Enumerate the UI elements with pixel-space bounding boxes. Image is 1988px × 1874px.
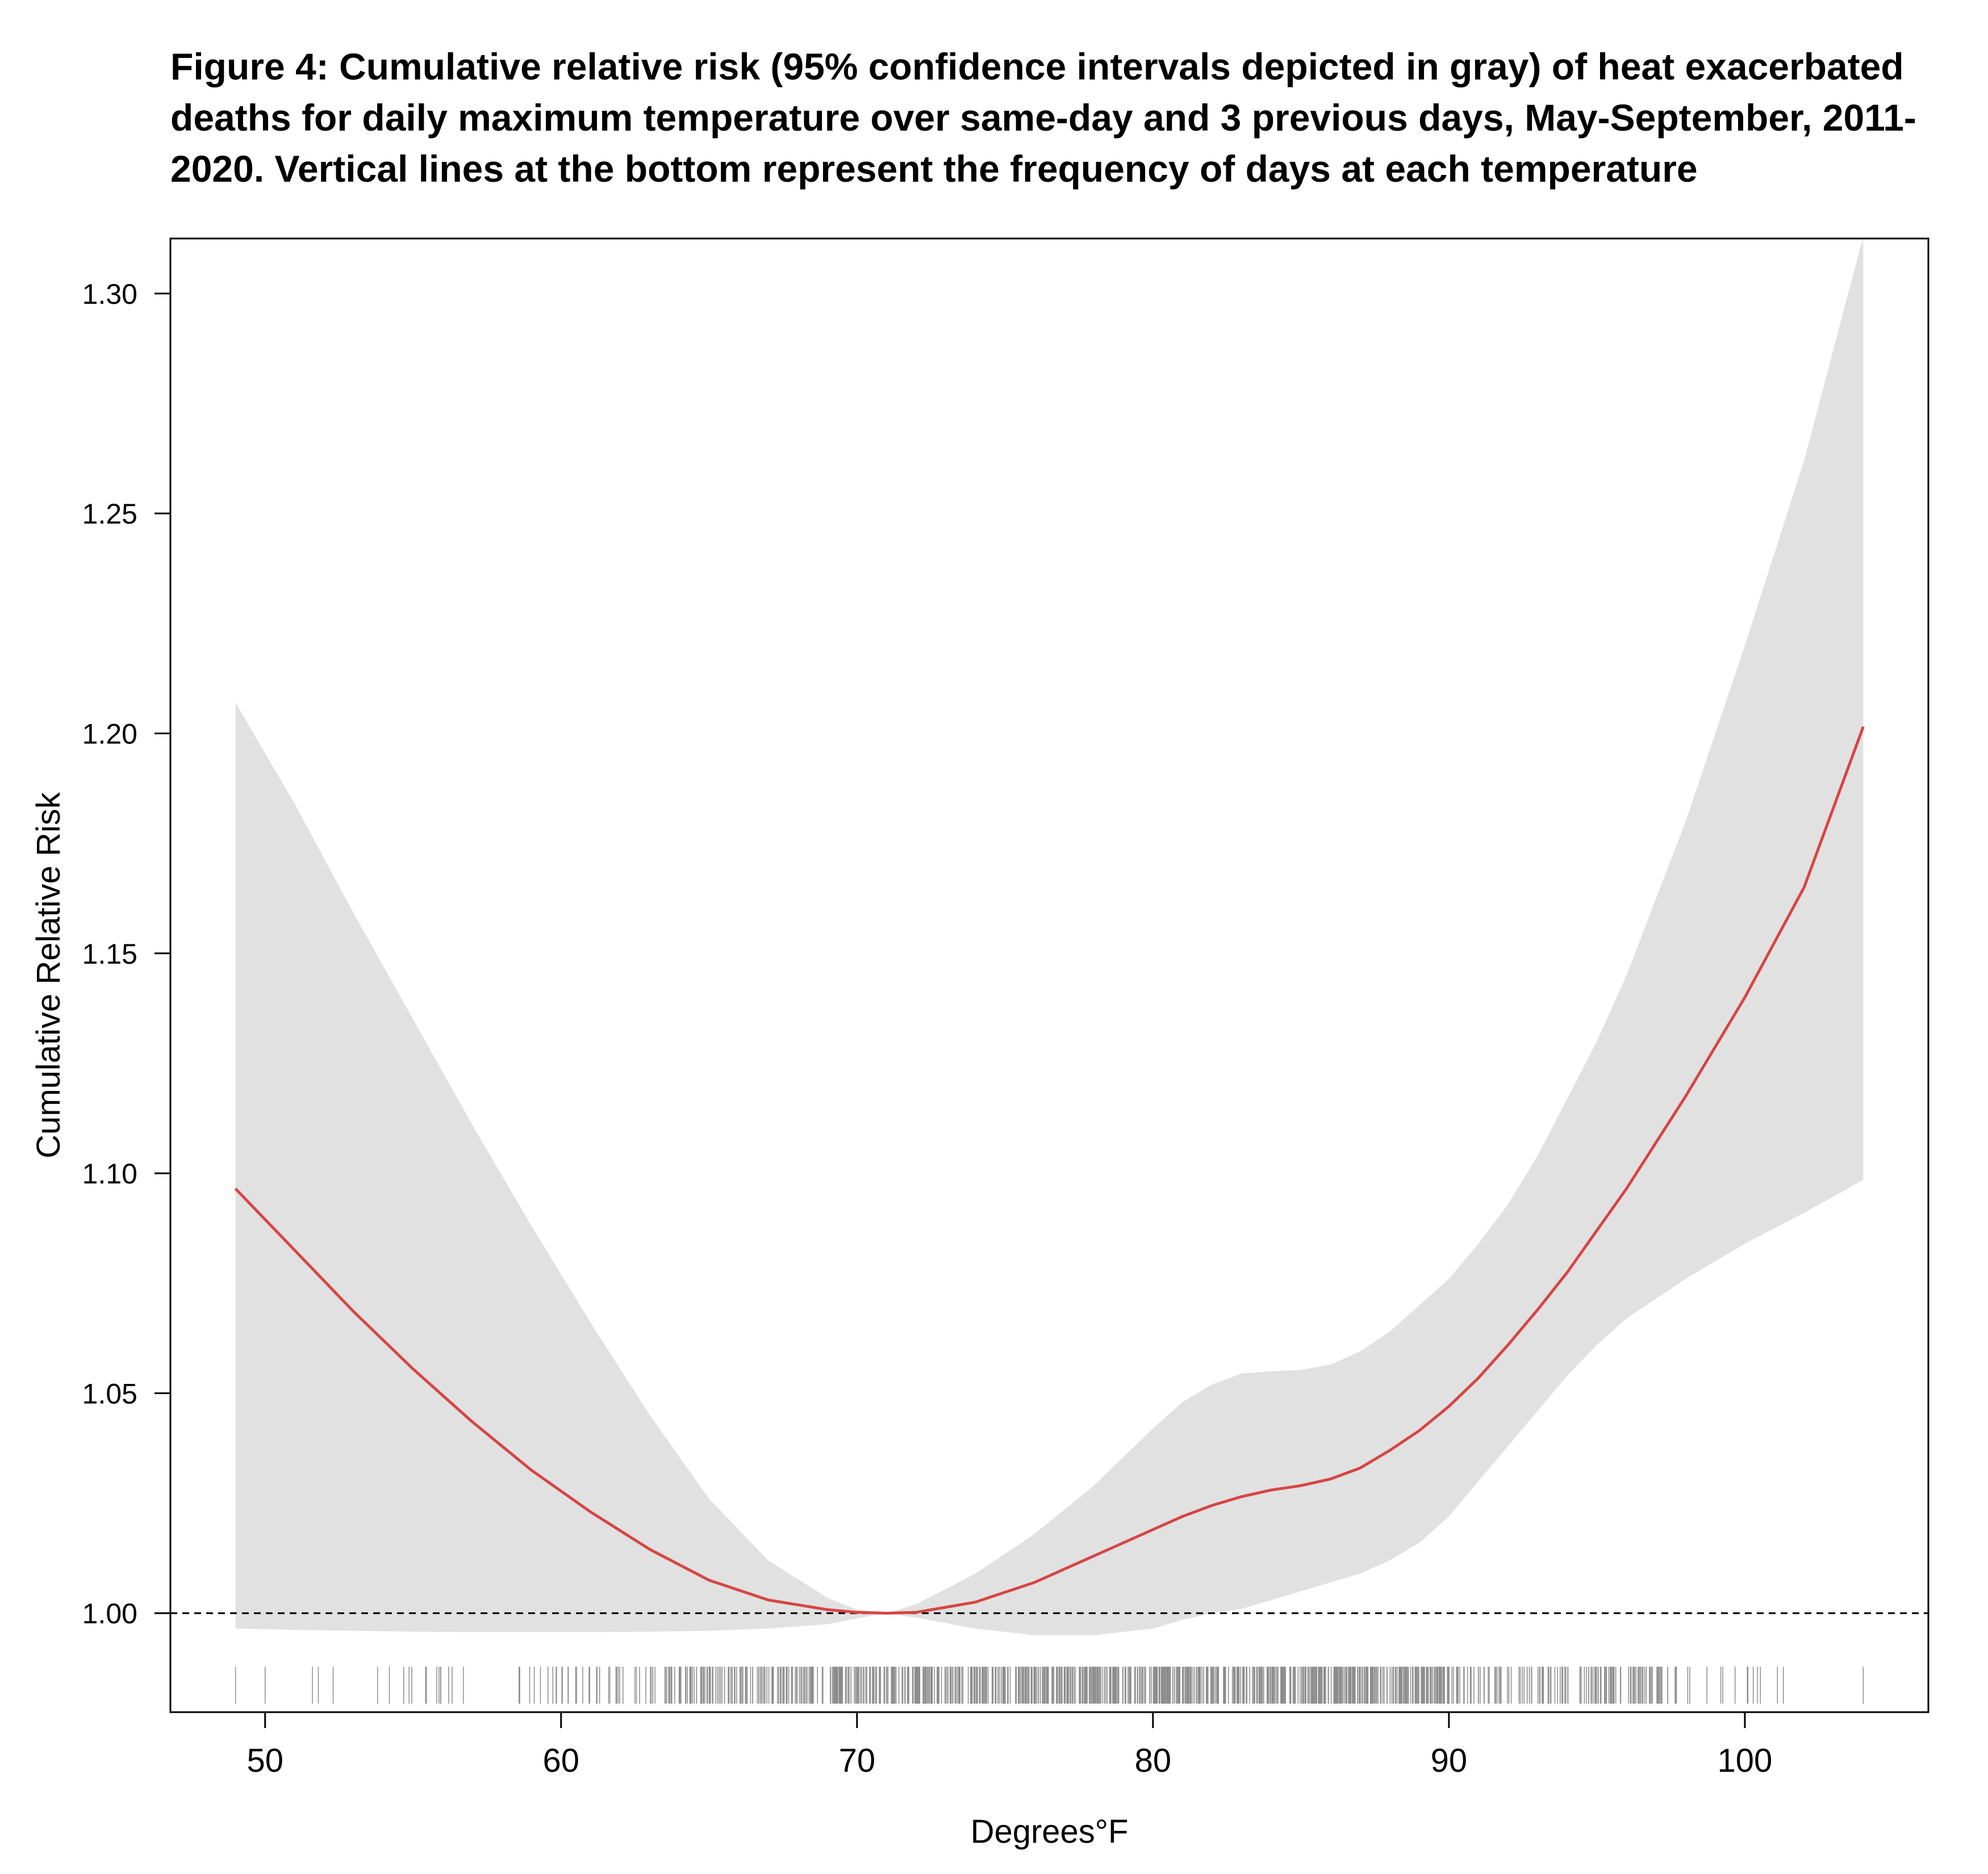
chart-title: Figure 4: Cumulative relative risk (95% … bbox=[170, 45, 1916, 190]
y-axis-label: Cumulative Relative Risk bbox=[30, 792, 67, 1158]
y-tick-label: 1.00 bbox=[82, 1598, 137, 1630]
estimate-line bbox=[234, 726, 1865, 1615]
x-axis-label: Degrees°F bbox=[971, 1813, 1129, 1850]
plot-frame bbox=[169, 237, 1929, 1713]
y-tick-label: 1.30 bbox=[82, 278, 137, 310]
y-tick-label: 1.10 bbox=[82, 1158, 137, 1190]
y-tick-label: 1.25 bbox=[82, 498, 137, 530]
y-tick-label: 1.20 bbox=[82, 718, 137, 750]
y-axis: 1.00 1.05 1.10 1.15 1.20 1.25 1.30 bbox=[82, 278, 170, 1630]
x-tick-label: 80 bbox=[1135, 1742, 1172, 1779]
estimate-line-layer bbox=[234, 726, 1865, 1615]
frequency-rug bbox=[235, 1667, 1864, 1704]
x-tick-label: 100 bbox=[1718, 1742, 1773, 1779]
y-tick-label: 1.05 bbox=[82, 1378, 137, 1409]
confidence-band bbox=[235, 236, 1864, 1635]
x-tick-label: 90 bbox=[1431, 1742, 1468, 1779]
x-tick-label: 50 bbox=[247, 1742, 283, 1779]
x-axis: 50 60 70 80 90 100 bbox=[247, 1712, 1772, 1779]
confidence-band-layer bbox=[235, 236, 1864, 1635]
y-tick-label: 1.15 bbox=[82, 938, 137, 970]
x-tick-label: 70 bbox=[839, 1742, 876, 1779]
x-tick-label: 60 bbox=[543, 1742, 580, 1779]
